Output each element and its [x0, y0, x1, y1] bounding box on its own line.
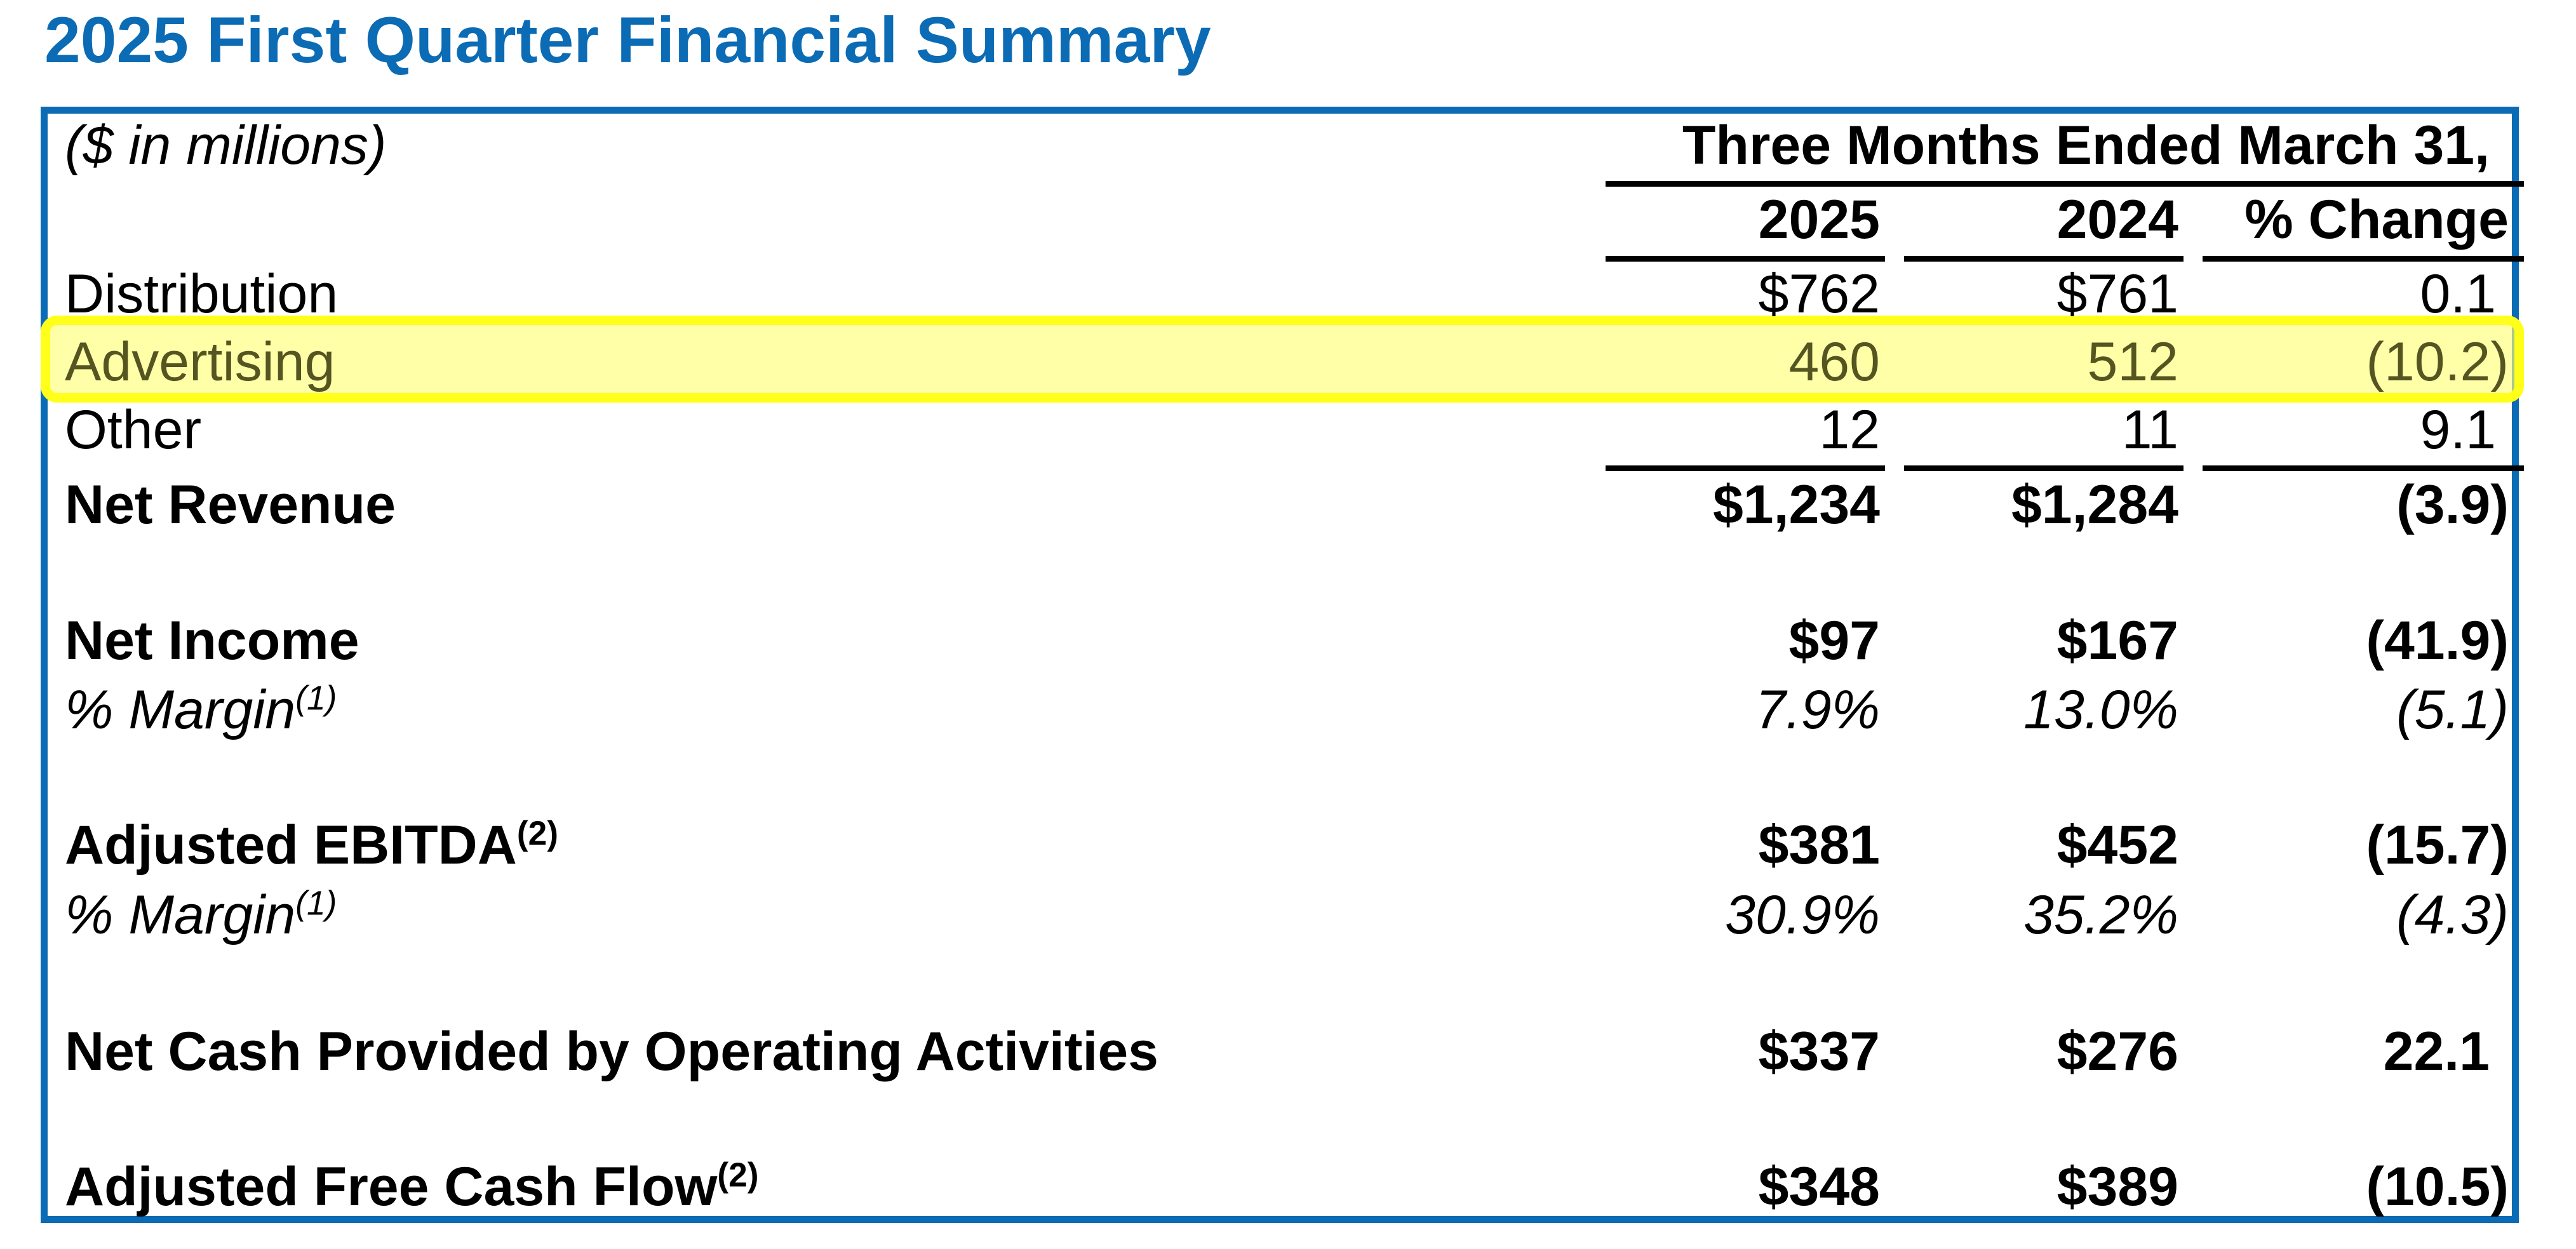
units-note: ($ in millions)	[65, 115, 387, 176]
margin-label-text: % Margin	[65, 885, 296, 945]
cell-net-income-margin-change: (5.1)	[2396, 679, 2509, 740]
row-label-net-income: Net Income	[65, 610, 359, 671]
column-underline-2024	[1904, 256, 2184, 262]
cell-other-change: 9.1	[2420, 399, 2496, 460]
cell-net-income-margin-2024: 13.0%	[2023, 679, 2178, 740]
row-label-net-revenue: Net Revenue	[65, 474, 396, 535]
row-label-net-income-margin: % Margin(1)	[65, 679, 337, 737]
cell-distribution-change: 0.1	[2420, 264, 2496, 324]
cell-other-2025: 12	[1819, 399, 1880, 460]
subtotal-rule-2024	[1904, 465, 2184, 471]
cell-ebitda-margin-2025: 30.9%	[1725, 885, 1880, 945]
ebitda-label-text: Adjusted EBITDA	[65, 815, 517, 876]
cell-net-income-margin-2025: 7.9%	[1755, 679, 1880, 740]
cell-ebitda-margin-2024: 35.2%	[2023, 885, 2178, 945]
cell-operating-cash-change: 22.1	[2383, 1021, 2490, 1082]
row-label-operating-cash: Net Cash Provided by Operating Activitie…	[65, 1021, 1159, 1082]
column-header-change: % Change	[2244, 189, 2509, 250]
cell-advertising-2025: 460	[1788, 331, 1881, 392]
row-label-free-cash-flow: Adjusted Free Cash Flow(2)	[65, 1159, 759, 1214]
footnote-ref-1: (1)	[295, 885, 337, 923]
cell-net-revenue-2024: $1,284	[2011, 474, 2178, 535]
cell-distribution-2024: $761	[2056, 264, 2178, 324]
footnote-ref-2: (2)	[717, 1156, 759, 1194]
footnote-ref-2: (2)	[516, 815, 559, 853]
cell-net-revenue-change: (3.9)	[2396, 474, 2509, 535]
subtotal-rule-2025	[1606, 465, 1885, 471]
row-label-distribution: Distribution	[65, 264, 339, 324]
page-title: 2025 First Quarter Financial Summary	[44, 4, 1211, 76]
cell-adjusted-ebitda-2025: $381	[1758, 815, 1880, 876]
period-header: Three Months Ended March 31,	[1682, 115, 2490, 176]
cell-advertising-2024: 512	[2087, 331, 2179, 392]
cell-free-cash-flow-2025: $348	[1758, 1156, 1880, 1217]
fcf-label-text: Adjusted Free Cash Flow	[65, 1156, 718, 1217]
row-label-ebitda-margin: % Margin(1)	[65, 885, 337, 945]
cell-operating-cash-2024: $276	[2056, 1021, 2178, 1082]
summary-table-frame	[41, 107, 2519, 1223]
cell-net-income-2025: $97	[1788, 610, 1881, 671]
column-header-2024: 2024	[2056, 189, 2178, 250]
row-label-other: Other	[65, 399, 202, 460]
subtotal-rule-change	[2203, 465, 2524, 471]
cell-net-income-change: (41.9)	[2366, 610, 2509, 671]
cell-free-cash-flow-2024: $389	[2056, 1156, 2178, 1217]
row-label-advertising: Advertising	[65, 331, 335, 392]
footnote-ref-1: (1)	[295, 679, 337, 718]
cell-net-income-2024: $167	[2056, 610, 2178, 671]
column-underline-change	[2203, 256, 2524, 262]
cell-ebitda-margin-change: (4.3)	[2396, 885, 2509, 945]
cell-free-cash-flow-change: (10.5)	[2366, 1156, 2509, 1217]
cell-advertising-change: (10.2)	[2366, 331, 2509, 392]
column-header-2025: 2025	[1758, 189, 1880, 250]
cell-operating-cash-2025: $337	[1758, 1021, 1880, 1082]
column-underline-2025	[1606, 256, 1885, 262]
cell-net-revenue-2025: $1,234	[1712, 474, 1880, 535]
period-header-underline	[1606, 181, 2524, 187]
advertising-row-highlight	[41, 316, 2524, 403]
row-label-adjusted-ebitda: Adjusted EBITDA(2)	[65, 815, 559, 872]
cell-adjusted-ebitda-change: (15.7)	[2366, 815, 2509, 876]
margin-label-text: % Margin	[65, 679, 296, 740]
cell-other-2024: 11	[2121, 399, 2178, 460]
cell-adjusted-ebitda-2024: $452	[2056, 815, 2178, 876]
cell-distribution-2025: $762	[1758, 264, 1880, 324]
